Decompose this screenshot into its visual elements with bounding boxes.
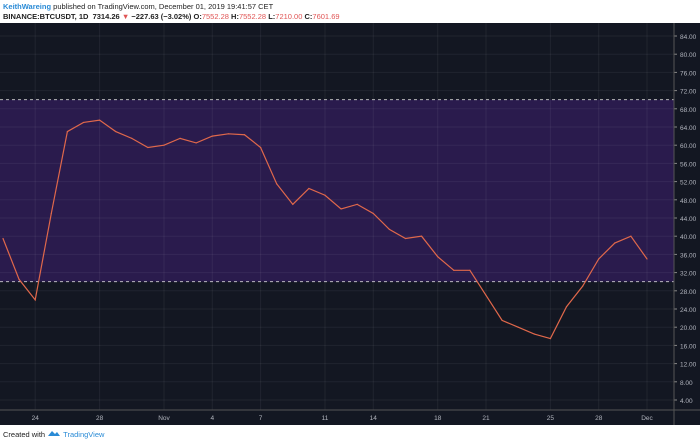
y-tick-label: 44.00 (680, 216, 697, 223)
rsi-point (469, 269, 471, 271)
x-tick-label: Dec (641, 415, 653, 422)
rsi-point (163, 144, 165, 146)
y-tick-label: 8.00 (680, 380, 693, 387)
rsi-point (324, 194, 326, 196)
rsi-point (260, 146, 262, 149)
y-tick-label: 68.00 (680, 107, 697, 114)
rsi-point (18, 278, 20, 281)
publish-text: published on TradingView.com, December 0… (51, 2, 274, 11)
rsi-point (308, 187, 310, 190)
y-tick-label: 52.00 (680, 180, 697, 187)
rsi-point (485, 294, 487, 296)
x-tick-label: 28 (96, 415, 104, 422)
rsi-chart[interactable]: 4.00 8.00 12.00 16.00 20.00 24.00 28.00 32.00 36… (0, 23, 700, 425)
rsi-point (437, 256, 439, 258)
rsi-point (82, 121, 85, 124)
y-tick-label: 36.00 (680, 252, 697, 259)
x-tick-label: 24 (32, 415, 40, 422)
x-tick-label: 28 (595, 415, 603, 422)
rsi-point (179, 137, 181, 139)
y-tick-label: 72.00 (680, 89, 697, 96)
rsi-point (388, 228, 390, 230)
rsi-point (147, 146, 149, 149)
x-tick-label: Nov (158, 415, 170, 422)
rsi-point (517, 326, 519, 328)
rsi-point (227, 133, 229, 135)
rsi-point (356, 203, 358, 205)
rsi-point (115, 130, 117, 133)
down-arrow-icon: ▼ (121, 12, 130, 21)
footer: Created with TradingView (3, 429, 104, 439)
y-tick-label: 32.00 (680, 271, 697, 278)
low: 7210.00 (275, 12, 303, 21)
tradingview-logo-icon (48, 431, 61, 436)
y-tick-label: 60.00 (680, 143, 697, 150)
y-tick-label: 48.00 (680, 198, 697, 205)
x-tick-label: 18 (434, 415, 442, 422)
y-tick-label: 84.00 (680, 34, 697, 41)
c-label: C: (304, 12, 313, 21)
publish-info: KeithWareing published on TradingView.co… (3, 2, 273, 11)
rsi-point (211, 135, 213, 137)
y-tick-label: 20.00 (680, 325, 697, 332)
rsi-point (276, 183, 278, 185)
x-tick-label: 21 (482, 415, 490, 422)
rsi-point (421, 235, 423, 237)
y-tick-label: 4.00 (680, 398, 693, 405)
rsi-point (404, 237, 407, 240)
rsi-point (582, 285, 584, 287)
x-tick-label: 11 (322, 415, 329, 422)
symbol-info: BINANCE:BTCUSDT, 1D 7314.26 ▼ −227.63 (−… (3, 12, 340, 21)
h-label: H: (231, 12, 239, 21)
rsi-point (372, 212, 374, 215)
y-tick-label: 24.00 (680, 307, 697, 314)
x-tick-label: 14 (370, 415, 378, 422)
y-tick-label: 56.00 (680, 161, 697, 168)
rsi-point (533, 333, 535, 335)
y-tick-label: 80.00 (680, 52, 697, 59)
rsi-point (614, 242, 616, 244)
tradingview-link[interactable]: TradingView (63, 430, 105, 439)
rsi-point (66, 130, 68, 133)
y-tick-label: 40.00 (680, 234, 697, 241)
y-tick-label: 64.00 (680, 125, 697, 132)
y-tick-label: 16.00 (680, 343, 697, 350)
rsi-point (243, 134, 246, 136)
rsi-point (34, 299, 36, 301)
x-tick-label: 25 (547, 415, 555, 422)
rsi-point (2, 237, 4, 240)
rsi-point (549, 337, 552, 340)
rsi-point (340, 208, 342, 210)
high: 7552.28 (238, 12, 267, 21)
y-tick-label: 28.00 (680, 289, 697, 296)
rsi-point (50, 212, 52, 215)
rsi-point (99, 119, 101, 121)
rsi-point (195, 142, 197, 144)
rsi-band (0, 99, 674, 282)
y-tick-label: 12.00 (680, 362, 697, 369)
last-price: 7314.26 (92, 12, 120, 21)
l-label: L: (268, 12, 276, 21)
x-tick-label: 4 (210, 415, 214, 422)
change: −227.63 (−3.02%) (131, 12, 192, 21)
rsi-point (131, 137, 133, 139)
x-tick-label: 7 (259, 415, 263, 422)
open: 7552.28 (201, 12, 229, 21)
rsi-point (646, 258, 648, 260)
o-label: O: (193, 12, 202, 21)
rsi-point (292, 203, 294, 205)
rsi-point (630, 235, 632, 237)
rsi-point (453, 269, 455, 271)
rsi-point (565, 306, 568, 308)
rsi-point (501, 319, 503, 321)
symbol: BINANCE:BTCUSDT, 1D (3, 12, 89, 21)
close: 7601.69 (312, 12, 340, 21)
rsi-point (598, 258, 600, 260)
created-with: Created with (3, 430, 46, 439)
y-tick-label: 76.00 (680, 70, 697, 77)
author-link[interactable]: KeithWareing (3, 2, 52, 11)
